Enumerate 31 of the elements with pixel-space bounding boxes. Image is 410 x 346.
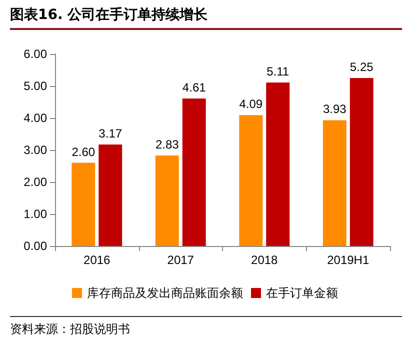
bar (266, 82, 290, 246)
x-tick-label: 2019H1 (327, 253, 370, 267)
y-tick-label: 5.00 (24, 79, 48, 93)
legend-label: 库存商品及发出商品账面余额 (87, 286, 243, 300)
x-tick-label: 2017 (167, 253, 194, 267)
data-label: 2.83 (155, 137, 180, 152)
bar (182, 98, 206, 246)
bar (350, 78, 374, 246)
bar (322, 120, 346, 246)
bar (239, 115, 263, 246)
legend-label: 在手订单金额 (266, 286, 338, 300)
data-label: 2.60 (72, 144, 96, 159)
x-tick-label: 2016 (84, 253, 111, 267)
y-tick-label: 6.00 (24, 47, 48, 61)
data-label: 4.61 (182, 80, 206, 94)
bar (72, 162, 96, 246)
y-tick-label: 2.00 (24, 175, 48, 189)
chart-title: 图表16. 公司在手订单持续增长 (10, 6, 402, 30)
data-label: 3.93 (322, 102, 347, 116)
data-label: 4.09 (239, 97, 263, 112)
y-tick-label: 4.00 (24, 111, 48, 125)
text: 资料来源：招股说明书 (10, 316, 402, 338)
data-label: 5.25 (350, 60, 374, 74)
data-label: 3.17 (98, 126, 122, 141)
y-tick-label: 0.00 (24, 239, 48, 253)
bar (98, 144, 122, 246)
data-label: 5.11 (266, 64, 290, 78)
bar (155, 155, 179, 246)
y-tick-label: 1.00 (24, 207, 48, 221)
x-tick-label: 2018 (251, 253, 278, 267)
y-tick-label: 3.00 (24, 143, 48, 157)
